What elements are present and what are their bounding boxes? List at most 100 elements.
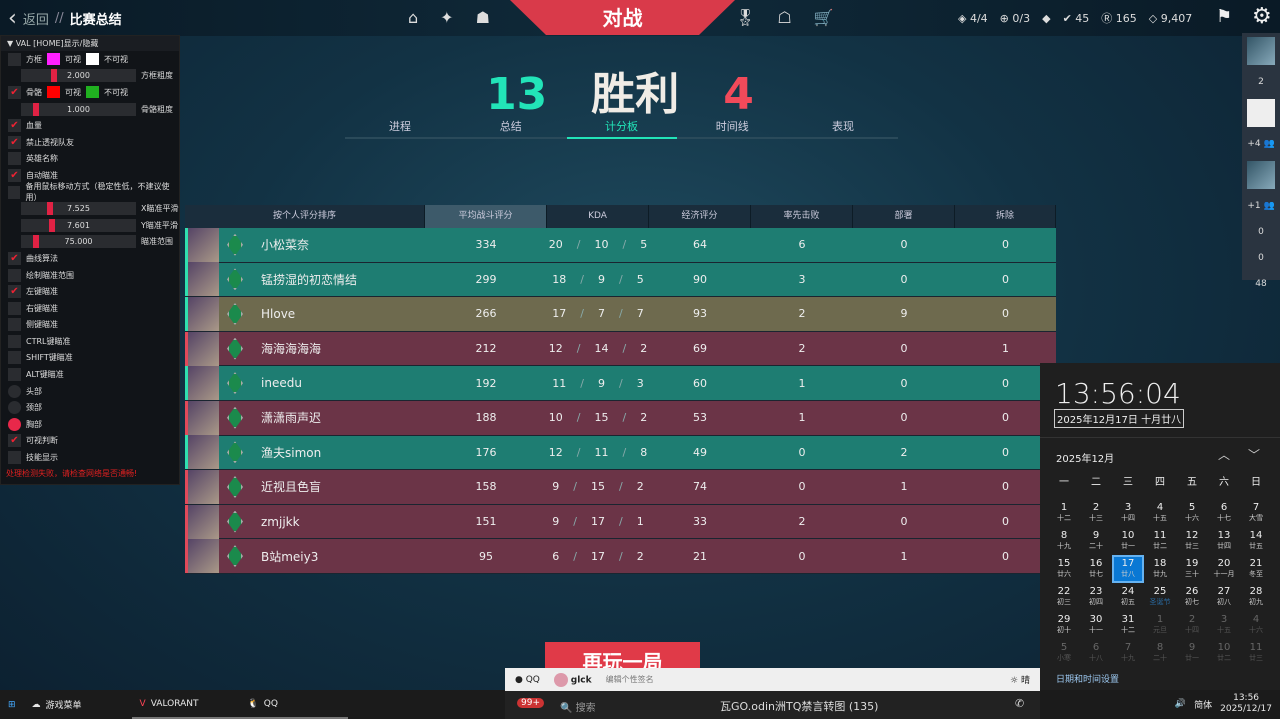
table-row[interactable]: ineedu 192 11 / 9 / 3 60 1 0 0 <box>185 366 1056 401</box>
slider[interactable]: 1.000 <box>21 102 136 116</box>
calendar-day[interactable]: 4 十五 <box>1144 499 1176 527</box>
color-swatch[interactable] <box>86 53 99 66</box>
calendar-day[interactable]: 13 廿四 <box>1208 527 1240 555</box>
calendar-day[interactable]: 24 初五 <box>1112 583 1144 611</box>
medal-icon[interactable]: 🎖 <box>735 8 756 27</box>
home-icon[interactable]: ⌂ <box>408 8 419 27</box>
table-row[interactable]: 锰捞湿的初恋情结 299 18 / 9 / 5 90 3 0 0 <box>185 262 1056 298</box>
play-again-button[interactable]: 再玩一局 <box>545 642 700 672</box>
radio-button[interactable] <box>8 417 21 431</box>
table-row[interactable]: 近视且色盲 158 9 / 15 / 2 74 0 1 0 <box>185 469 1056 505</box>
calendar-day[interactable]: 7 十九 <box>1112 639 1144 667</box>
calendar-day[interactable]: 26 初七 <box>1176 583 1208 611</box>
tab-2[interactable]: 计分板 <box>566 118 677 139</box>
color-swatch[interactable] <box>47 86 60 99</box>
signature-input[interactable]: 编辑个性签名 <box>605 675 654 684</box>
column-header[interactable]: 按个人评分排序 <box>185 205 425 228</box>
calendar-day[interactable]: 21 冬至 <box>1240 555 1272 583</box>
checkbox[interactable] <box>8 185 21 199</box>
calendar-day[interactable]: 1 元旦 <box>1144 611 1176 639</box>
calendar-day[interactable]: 5 小寒 <box>1048 639 1080 667</box>
calendar-day[interactable]: 20 十一月 <box>1208 555 1240 583</box>
calendar-day[interactable]: 29 初十 <box>1048 611 1080 639</box>
checkbox[interactable] <box>8 268 21 282</box>
calendar-day[interactable]: 10 廿一 <box>1112 527 1144 555</box>
calendar-day[interactable]: 7 大雪 <box>1240 499 1272 527</box>
checkbox[interactable] <box>8 152 21 166</box>
slider[interactable]: 75.000 <box>21 235 136 249</box>
pass-icon[interactable]: ✦ <box>440 8 454 27</box>
taskbar-clock[interactable]: 13:56 2025/12/17 <box>1220 693 1272 715</box>
table-row[interactable]: Hlove 266 17 / 7 / 7 93 2 9 0 <box>185 296 1056 332</box>
qq-user[interactable]: glck <box>553 672 592 687</box>
ime-indicator[interactable]: 简体 <box>1194 700 1213 711</box>
calendar-day[interactable]: 14 廿五 <box>1240 527 1272 555</box>
calendar-day[interactable]: 9 廿一 <box>1176 639 1208 667</box>
column-header[interactable]: 经济评分 <box>649 205 751 228</box>
calendar-day[interactable]: 23 初四 <box>1080 583 1112 611</box>
radio-button[interactable] <box>8 401 21 415</box>
checkbox[interactable]: ✔ <box>8 168 21 182</box>
chevron-up-icon[interactable]: ︿ <box>1218 448 1231 462</box>
calendar-day[interactable]: 2 十三 <box>1080 499 1112 527</box>
calendar-day[interactable]: 6 十七 <box>1208 499 1240 527</box>
checkbox[interactable] <box>8 52 21 66</box>
calendar-day[interactable]: 25 圣诞节 <box>1144 583 1176 611</box>
checkbox[interactable]: ✔ <box>8 119 21 133</box>
calendar-day[interactable]: 17 廿八 <box>1112 555 1144 583</box>
calendar-day[interactable]: 28 初九 <box>1240 583 1272 611</box>
calendar-day[interactable]: 27 初八 <box>1208 583 1240 611</box>
table-row[interactable]: 小松菜奈 334 20 / 10 / 5 64 6 0 0 <box>185 227 1056 263</box>
checkbox[interactable] <box>8 368 21 382</box>
phone-icon[interactable]: ✆ <box>1015 697 1025 710</box>
checkbox[interactable] <box>8 351 21 365</box>
calendar-day[interactable]: 18 廿九 <box>1144 555 1176 583</box>
color-swatch[interactable] <box>86 86 99 99</box>
date-time-settings-link[interactable]: 日期和时间设置 <box>1056 675 1120 685</box>
table-row[interactable]: 海海海海海 212 12 / 14 / 2 69 2 0 1 <box>185 331 1056 367</box>
calendar-day[interactable]: 8 十九 <box>1048 527 1080 555</box>
avatar[interactable] <box>1247 99 1275 127</box>
calendar-day[interactable]: 6 十八 <box>1080 639 1112 667</box>
start-button[interactable]: ⊞ <box>0 690 24 719</box>
checkbox[interactable] <box>8 301 21 315</box>
column-header[interactable]: 拆除 <box>955 205 1056 228</box>
slider[interactable]: 7.525 <box>21 202 136 216</box>
checkbox[interactable]: ✔ <box>8 285 21 299</box>
calendar-day[interactable]: 10 廿二 <box>1208 639 1240 667</box>
tab-4[interactable]: 表现 <box>832 120 854 133</box>
taskbar-item-valorant[interactable]: V VALORANT <box>131 690 240 719</box>
slider-handle[interactable] <box>32 235 39 249</box>
calendar-day[interactable]: 19 三十 <box>1176 555 1208 583</box>
calendar-day[interactable]: 2 十四 <box>1176 611 1208 639</box>
checkbox[interactable]: ✔ <box>8 85 21 99</box>
table-row[interactable]: B站meiy3 95 6 / 17 / 2 21 0 1 0 <box>185 539 1056 574</box>
calendar-day[interactable]: 11 廿二 <box>1144 527 1176 555</box>
calendar-day[interactable]: 8 二十 <box>1144 639 1176 667</box>
tab-3[interactable]: 时间线 <box>715 120 749 133</box>
calendar-day[interactable]: 3 十五 <box>1208 611 1240 639</box>
column-header[interactable]: 部署 <box>853 205 955 228</box>
calendar-day[interactable]: 5 十六 <box>1176 499 1208 527</box>
gear-icon[interactable]: ⚙ <box>1252 4 1272 29</box>
calendar-day[interactable]: 30 十一 <box>1080 611 1112 639</box>
calendar-day[interactable]: 22 初三 <box>1048 583 1080 611</box>
checkbox[interactable]: ✔ <box>8 251 21 265</box>
calendar-day[interactable]: 31 十二 <box>1112 611 1144 639</box>
table-row[interactable]: 潇潇雨声迟 188 10/15/2 53 1 0 0 <box>185 400 1056 436</box>
taskbar-item-qq[interactable]: 🐧 QQ <box>239 690 348 719</box>
agent-icon[interactable]: ☗ <box>475 8 490 27</box>
color-swatch[interactable] <box>47 53 60 66</box>
calendar-month[interactable]: 2025年12月 <box>1056 454 1115 465</box>
qq-search-input[interactable]: 🔍 搜索 <box>560 703 596 714</box>
avatar[interactable] <box>1247 37 1275 65</box>
taskbar-item-game-menu[interactable]: ☁ 游戏菜单 <box>24 690 132 719</box>
column-header[interactable]: 率先击败 <box>751 205 853 228</box>
cart-icon[interactable]: 🛒 <box>813 8 834 27</box>
battlepass-flag-icon[interactable]: ⚑ <box>1216 6 1233 27</box>
checkbox[interactable] <box>8 451 21 465</box>
table-row[interactable]: 渔夫simon 176 12 / 11 / 8 49 0 2 0 <box>185 435 1056 471</box>
column-header[interactable]: KDA <box>547 205 649 228</box>
panel-title[interactable]: ▼ VAL [HOME]显示/隐藏 <box>1 36 179 51</box>
column-header[interactable]: 平均战斗评分 <box>425 205 547 228</box>
